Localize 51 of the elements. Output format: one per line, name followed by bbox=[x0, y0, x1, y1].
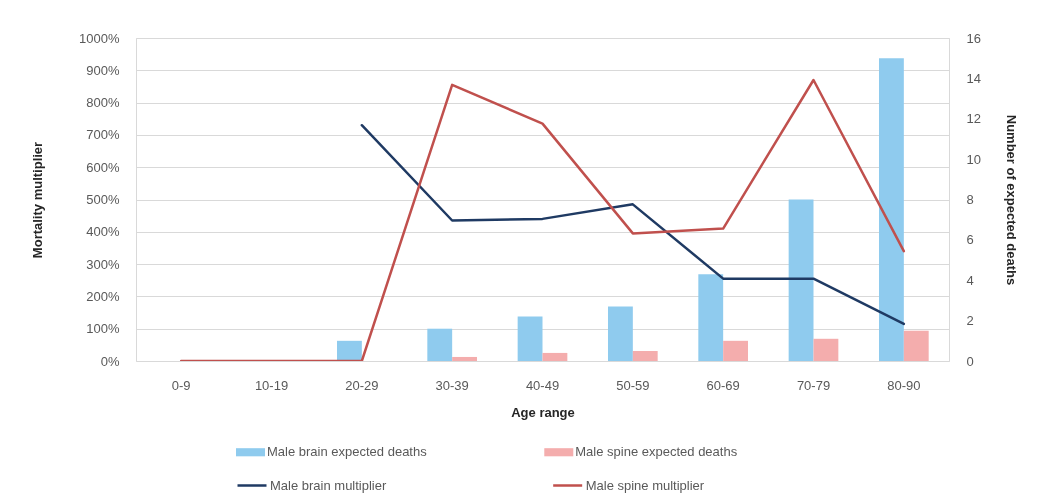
line-series bbox=[179, 78, 906, 361]
y-tick-label: 600% bbox=[86, 159, 120, 175]
bar bbox=[698, 274, 724, 361]
bar bbox=[723, 340, 749, 361]
bar bbox=[632, 350, 658, 361]
x-axis-title: Age range bbox=[511, 404, 575, 420]
y-tick-label: 500% bbox=[86, 192, 120, 207]
y-tick-label: 100% bbox=[86, 321, 120, 337]
y-tick-label: 700% bbox=[86, 127, 120, 143]
bar bbox=[452, 356, 478, 361]
x-tick-label: 0-9 bbox=[171, 377, 191, 393]
bar bbox=[427, 328, 453, 361]
y-tick-label: 200% bbox=[86, 288, 120, 304]
y-tick-label: 900% bbox=[86, 62, 120, 78]
bar bbox=[336, 340, 362, 361]
y-tick-label: 400% bbox=[86, 224, 120, 240]
bar bbox=[788, 199, 814, 361]
bar bbox=[542, 352, 568, 361]
bar bbox=[903, 330, 929, 361]
y-tick-label: 800% bbox=[86, 95, 120, 111]
x-tick-label: 80-90 bbox=[887, 377, 921, 393]
y2-axis-title: Number of expected deaths bbox=[1003, 114, 1019, 286]
legend-label: Male spine expected deaths bbox=[575, 444, 738, 460]
y-tick-label: 1000% bbox=[79, 30, 120, 46]
y-axis-title: Mortality multiplier bbox=[30, 141, 46, 259]
x-tick-label: 40-49 bbox=[525, 377, 560, 393]
x-tick-label: 60-69 bbox=[706, 377, 740, 393]
x-tick-label: 20-29 bbox=[345, 377, 379, 393]
legend-label: Male spine multiplier bbox=[585, 477, 705, 493]
y2-tick-label: 10 bbox=[966, 151, 981, 167]
legend-label: Male brain multiplier bbox=[270, 477, 387, 493]
y2-tick-label: 0 bbox=[966, 353, 974, 369]
x-tick-label: 10-19 bbox=[254, 377, 289, 393]
x-tick-label: 50-59 bbox=[616, 377, 650, 393]
bar bbox=[813, 338, 839, 361]
y-tick-label: 300% bbox=[86, 256, 120, 272]
y2-tick-label: 14 bbox=[966, 70, 981, 86]
y2-tick-label: 6 bbox=[966, 232, 974, 248]
y2-tick-label: 16 bbox=[966, 30, 981, 46]
y2-tick-label: 8 bbox=[966, 192, 974, 207]
y2-tick-label: 4 bbox=[966, 272, 974, 288]
x-tick-label: 70-79 bbox=[796, 377, 831, 393]
line-series bbox=[360, 123, 906, 326]
bar bbox=[607, 306, 633, 361]
y2-tick-label: 12 bbox=[966, 111, 981, 127]
bar bbox=[517, 316, 543, 361]
bar bbox=[878, 58, 904, 361]
legend-label: Male brain expected deaths bbox=[267, 444, 428, 460]
y-tick-label: 0% bbox=[100, 353, 120, 369]
x-tick-label: 30-39 bbox=[435, 377, 469, 393]
y2-tick-label: 2 bbox=[966, 313, 974, 329]
